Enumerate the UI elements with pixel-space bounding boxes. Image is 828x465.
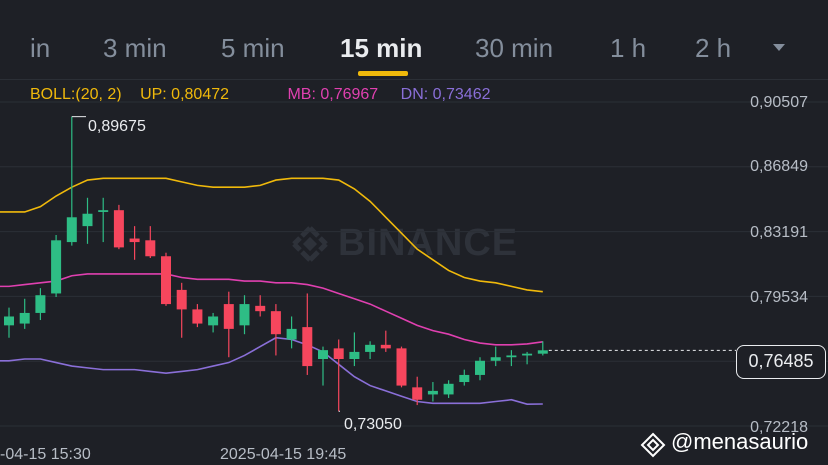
boll-lower-band: [0, 336, 543, 405]
price-axis-label: 0,83191: [750, 224, 808, 241]
tab-1min[interactable]: in: [30, 33, 51, 63]
boll-up-value: UP: 0,80472: [140, 86, 230, 103]
candle-body: [349, 351, 360, 359]
candle-body: [412, 387, 423, 400]
candle-body: [380, 344, 391, 349]
boll-middle-band: [0, 273, 543, 346]
candle-body: [161, 256, 171, 305]
tab-3min[interactable]: 3 min: [103, 33, 167, 63]
candle-body: [333, 348, 344, 359]
price-axis-label: 0,72218: [750, 419, 808, 436]
candle-body: [396, 348, 407, 386]
price-axis-label: 0,79534: [750, 289, 808, 306]
candle-body: [66, 217, 77, 243]
boll-dn-value: DN: 0,73462: [400, 86, 491, 103]
candle-body: [4, 316, 14, 326]
author-credit: @menasaurio: [671, 429, 809, 454]
candle-body: [506, 355, 517, 358]
candle-body: [318, 350, 328, 359]
tab-divider: [0, 79, 828, 80]
boll-legend: BOLL:(20, 2) UP: 0,80472 MB: 0,76967 DN:…: [30, 86, 505, 104]
binance-watermark: BINANCE: [338, 222, 519, 264]
low-price-label: 0,73050: [344, 416, 402, 433]
diamond-logo-icon: [640, 432, 666, 463]
boll-mb-value: MB: 0,76967: [287, 86, 379, 103]
binance-logo-icon: [290, 224, 330, 269]
candle-body: [537, 350, 548, 354]
candle-body: [427, 390, 438, 395]
candle-body: [145, 240, 156, 257]
candle-body: [82, 213, 93, 227]
candle-body: [490, 357, 501, 361]
candle-body: [255, 305, 266, 312]
candle-body: [176, 289, 187, 310]
caret-down-icon[interactable]: [772, 40, 792, 56]
candle-body: [223, 304, 234, 329]
candle-body: [443, 383, 454, 395]
tab-2h[interactable]: 2 h: [695, 33, 732, 63]
candle-body: [286, 328, 297, 340]
current-price-tag: 0,76485: [736, 345, 826, 379]
candle-body: [208, 316, 219, 326]
time-axis-label: -04-15 15:30: [0, 446, 91, 463]
candle-body: [192, 309, 203, 324]
tab-1h[interactable]: 1 h: [610, 33, 647, 63]
tab-5min[interactable]: 5 min: [221, 33, 285, 63]
candle-body: [51, 240, 62, 294]
candle-body: [302, 327, 313, 367]
interval-tab-bar: in 3 min 5 min 15 min 30 min 1 h 2 h: [0, 0, 828, 80]
tab-30min[interactable]: 30 min: [475, 33, 554, 63]
time-axis-label: 2025-04-15 19:45: [220, 446, 347, 463]
active-tab-indicator: [358, 71, 408, 76]
price-axis-label: 0,86849: [750, 158, 808, 175]
tab-15min[interactable]: 15 min: [340, 33, 423, 63]
candle-body: [522, 353, 533, 356]
candle-body: [239, 304, 250, 326]
boll-params: BOLL:(20, 2): [30, 86, 122, 103]
price-axis-label: 0,90507: [750, 94, 808, 111]
candle-body: [459, 374, 470, 383]
candle-body: [270, 311, 281, 335]
candle-body: [365, 344, 376, 352]
candle-body: [129, 238, 140, 243]
candle-body: [475, 360, 485, 375]
candle-body: [98, 210, 109, 212]
high-price-label: 0,89675: [88, 118, 146, 135]
candle-body: [19, 312, 30, 324]
candle-body: [113, 210, 124, 248]
candle-body: [35, 295, 46, 313]
